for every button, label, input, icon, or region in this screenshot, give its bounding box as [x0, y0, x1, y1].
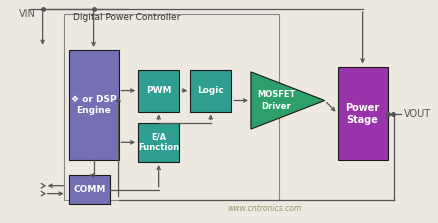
Text: www.cntronics.com: www.cntronics.com	[226, 204, 301, 213]
Text: Digital Power Controller: Digital Power Controller	[73, 13, 180, 22]
Bar	[337, 67, 387, 160]
Text: E/A
Function: E/A Function	[138, 132, 179, 152]
Text: MOSFET
Driver: MOSFET Driver	[256, 91, 295, 111]
Text: ❖ or DSP
Engine: ❖ or DSP Engine	[71, 95, 116, 115]
Text: Logic: Logic	[197, 86, 224, 95]
Text: Power
Stage: Power Stage	[345, 103, 379, 125]
Bar	[138, 122, 179, 162]
Bar	[64, 14, 279, 200]
Bar	[68, 175, 110, 204]
Text: PWM: PWM	[145, 86, 171, 95]
Bar	[190, 70, 231, 112]
Bar	[68, 50, 118, 160]
Text: VIN: VIN	[19, 9, 35, 19]
Bar	[138, 70, 179, 112]
Text: COMM: COMM	[73, 185, 105, 194]
Text: VOUT: VOUT	[403, 109, 430, 119]
Polygon shape	[251, 72, 324, 129]
